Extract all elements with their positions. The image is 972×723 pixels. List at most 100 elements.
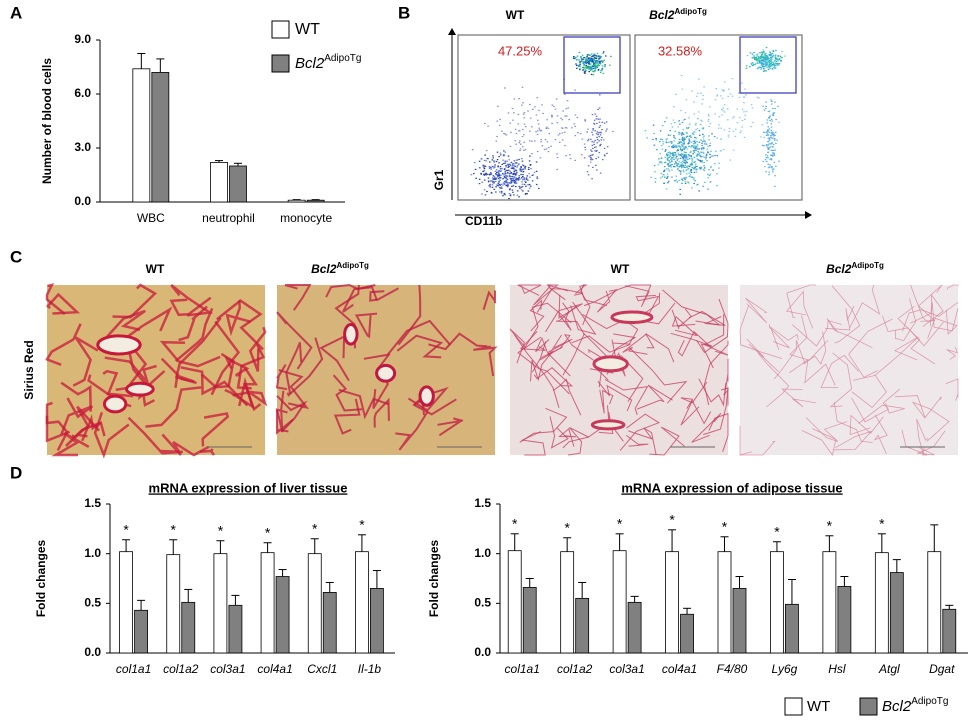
event-dot	[496, 184, 498, 186]
event-dot	[668, 165, 670, 167]
event-dot	[752, 121, 754, 124]
tissue-fiber	[848, 318, 893, 378]
event-dot	[533, 171, 536, 173]
tissue-fiber	[45, 323, 82, 366]
event-dot	[653, 165, 656, 167]
x-tick-label: monocyte	[280, 211, 332, 225]
event-dot	[596, 169, 598, 171]
event-dot	[673, 106, 675, 108]
event-dot	[507, 163, 509, 165]
event-dot	[592, 55, 595, 57]
event-dot	[763, 109, 766, 111]
tissue-fiber	[369, 287, 399, 302]
event-dot	[718, 116, 721, 118]
event-dot	[541, 145, 544, 147]
x-tick-label: F4/80	[717, 662, 748, 676]
event-dot	[666, 154, 669, 156]
event-dot	[668, 170, 671, 172]
tissue-fiber	[200, 352, 235, 389]
bar	[134, 609, 148, 654]
event-dot	[556, 168, 558, 171]
event-dot	[675, 179, 678, 181]
x-tick-label: Hsl	[828, 662, 846, 676]
event-dot	[680, 170, 682, 172]
event-dot	[678, 166, 680, 168]
event-dot	[757, 62, 759, 64]
event-dot	[554, 139, 557, 141]
bar	[770, 551, 784, 654]
bar	[560, 551, 575, 654]
event-dot	[497, 182, 500, 185]
histology-title: WT	[611, 262, 630, 276]
bar	[732, 588, 747, 654]
event-dot	[478, 178, 481, 180]
event-dot	[502, 178, 504, 180]
event-dot	[563, 131, 566, 133]
event-dot	[681, 88, 684, 90]
event-dot	[665, 139, 668, 141]
y-tick-label: 3.0	[74, 140, 91, 154]
event-dot	[593, 63, 596, 66]
bar	[166, 554, 181, 654]
event-dot	[583, 64, 585, 66]
event-dot	[694, 142, 697, 144]
flow-title: WT	[506, 8, 525, 22]
flow-plots	[457, 34, 803, 201]
event-dot	[695, 122, 697, 124]
event-dot	[587, 58, 590, 60]
event-dot	[753, 51, 756, 54]
event-dot	[596, 142, 599, 144]
tissue-fiber	[769, 324, 790, 349]
event-dot	[707, 173, 709, 175]
event-dot	[767, 57, 769, 59]
event-dot	[771, 167, 774, 169]
event-dot	[586, 59, 588, 62]
event-dot	[700, 119, 702, 121]
event-dot	[540, 139, 543, 141]
flow-title: Bcl2AdipoTg	[649, 7, 707, 22]
event-dot	[517, 163, 520, 166]
event-dot	[666, 138, 668, 140]
event-dot	[722, 107, 724, 109]
event-dot	[592, 128, 594, 130]
event-dot	[538, 109, 540, 111]
event-dot	[680, 164, 682, 166]
event-dot	[601, 68, 603, 70]
histology-title: WT	[146, 262, 165, 276]
event-dot	[497, 165, 499, 167]
event-dot	[522, 176, 524, 178]
event-dot	[778, 58, 781, 60]
event-dot	[771, 133, 774, 135]
tissue-fiber	[275, 364, 288, 391]
tissue-fiber	[45, 401, 71, 443]
event-dot	[679, 165, 682, 167]
event-dot	[756, 59, 759, 61]
event-dot	[509, 178, 512, 180]
event-dot	[491, 186, 494, 188]
event-dot	[692, 131, 695, 133]
tissue-fiber	[902, 301, 959, 332]
event-dot	[586, 59, 589, 61]
event-dot	[759, 66, 762, 69]
event-dot	[512, 185, 515, 187]
bar	[507, 550, 522, 654]
event-dot	[528, 183, 531, 186]
tissue-fiber	[874, 336, 919, 377]
event-dot	[497, 170, 500, 173]
legend-swatch	[271, 20, 290, 39]
event-dot	[590, 59, 593, 61]
event-dot	[589, 65, 591, 67]
event-dot	[590, 68, 592, 70]
event-dot	[498, 170, 501, 172]
event-dot	[499, 168, 502, 170]
event-dot	[510, 161, 513, 163]
event-dot	[595, 57, 598, 60]
event-dot	[496, 120, 499, 122]
event-dot	[505, 176, 507, 178]
event-dot	[584, 120, 587, 122]
bar	[210, 161, 228, 203]
event-dot	[591, 60, 593, 62]
event-dot	[693, 131, 696, 133]
event-dot	[523, 112, 526, 114]
